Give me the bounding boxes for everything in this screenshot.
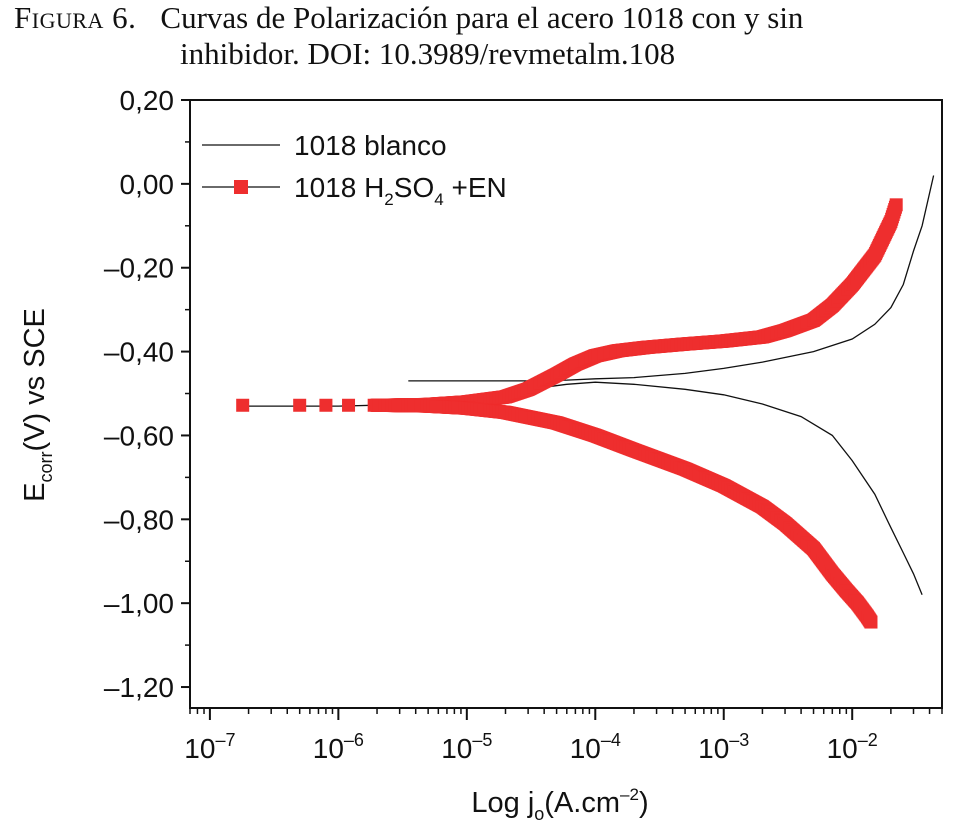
- figure-caption: Figura 6. Curvas de Polarización para el …: [14, 0, 954, 72]
- x-axis-label: Log jo(A.cm–2): [471, 785, 648, 824]
- y-tick-label: –1,00: [104, 588, 174, 619]
- caption-text-1: Curvas de Polarización para el acero 101…: [160, 0, 804, 35]
- y-tick-label: 0,00: [120, 169, 175, 200]
- x-tick-label: 10–4: [570, 730, 621, 764]
- plot-frame: [189, 99, 943, 709]
- series-1: [236, 198, 903, 629]
- x-tick-label: 10–5: [441, 730, 492, 764]
- data-point: [319, 398, 333, 412]
- y-tick-label: –1,20: [104, 672, 174, 703]
- y-axis-ticks: 0,20 0,00 –0,20 –0,40 –0,60 –0,80 –1,00 –1,20: [104, 85, 190, 703]
- series-0: [248, 175, 935, 596]
- data-point: [342, 398, 356, 412]
- caption-figure-label: Figura 6.: [14, 0, 137, 35]
- legend: 1018 blanco 1018 H2SO4 +EN: [202, 130, 507, 209]
- y-tick-label: –0,80: [104, 504, 174, 535]
- legend-label: 1018 blanco: [294, 130, 447, 161]
- data-point: [889, 198, 903, 212]
- y-tick-label: –0,20: [104, 253, 174, 284]
- y-tick-label: –0,60: [104, 420, 174, 451]
- legend-marker: [234, 180, 248, 194]
- x-tick-label: 10–6: [313, 730, 364, 764]
- y-tick-label: 0,20: [120, 85, 175, 116]
- series-layer: [236, 175, 935, 629]
- y-tick-label: –0,40: [104, 337, 174, 368]
- y-axis-label: Ecorr(V) vs SCE: [19, 308, 56, 502]
- caption-line-2: inhibidor. DOI: 10.3989/revmetalm.108: [180, 36, 676, 71]
- x-axis-ticks: 10–7 10–6 10–5 10–4 10–3 10–2: [184, 708, 943, 764]
- x-tick-label: 10–2: [827, 730, 878, 764]
- legend-item-1: 1018 H2SO4 +EN: [202, 172, 507, 209]
- legend-label: 1018 H2SO4 +EN: [294, 172, 507, 209]
- legend-item-0: 1018 blanco: [202, 130, 447, 161]
- data-point: [864, 615, 878, 629]
- x-tick-label: 10–7: [184, 730, 235, 764]
- data-point: [236, 398, 250, 412]
- data-point: [293, 398, 307, 412]
- x-tick-label: 10–3: [698, 730, 749, 764]
- caption-line-1: Figura 6. Curvas de Polarización para el …: [14, 0, 954, 36]
